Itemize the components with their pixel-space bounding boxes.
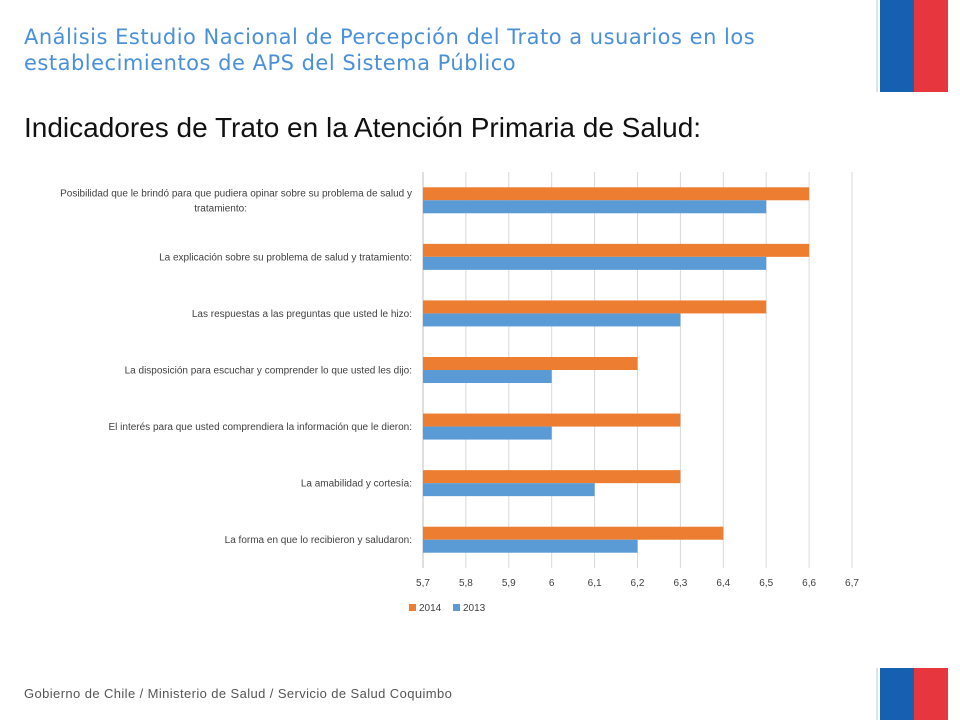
chart-legend: 2014 2013 xyxy=(409,603,486,614)
bar-2014 xyxy=(423,526,724,540)
bar-2013 xyxy=(423,313,681,327)
bar-2014 xyxy=(423,187,810,201)
slide-title: Indicadores de Trato en la Atención Prim… xyxy=(24,112,702,143)
bar-2013 xyxy=(423,426,552,440)
chile-flag-bottom xyxy=(876,668,948,720)
category-label: Posibilidad que le brindó para que pudie… xyxy=(60,188,412,199)
x-tick-label: 6,4 xyxy=(716,578,730,589)
x-tick-label: 6 xyxy=(549,578,555,589)
legend-swatch-2013 xyxy=(453,604,460,611)
bar-2013 xyxy=(423,483,595,497)
category-label: La forma en que lo recibieron y saludaro… xyxy=(225,535,412,546)
x-tick-label: 6,1 xyxy=(588,578,602,589)
x-tick-label: 5,8 xyxy=(459,578,473,589)
bar-2013 xyxy=(423,256,767,270)
category-label: tratamiento: xyxy=(194,203,247,214)
x-tick-label: 6,7 xyxy=(845,578,859,589)
x-tick-label: 6,6 xyxy=(802,578,816,589)
bar-2013 xyxy=(423,370,552,383)
x-tick-label: 5,7 xyxy=(416,578,430,589)
presentation-subtitle: Análisis Estudio Nacional de Percepción … xyxy=(24,25,756,75)
category-label: La disposición para escuchar y comprende… xyxy=(125,366,412,377)
chile-flag-top xyxy=(876,0,948,92)
bar-2014 xyxy=(423,243,810,257)
x-tick-label: 6,2 xyxy=(631,578,645,589)
category-label: La explicación sobre su problema de salu… xyxy=(159,252,412,263)
x-tick-label: 5,9 xyxy=(502,578,516,589)
footer-credits: Gobierno de Chile / Ministerio de Salud … xyxy=(24,686,453,701)
bar-2014 xyxy=(423,357,638,370)
legend-label-2014: 2014 xyxy=(419,603,442,614)
category-label: El interés para que usted comprendiera l… xyxy=(108,422,412,433)
legend-swatch-2014 xyxy=(409,604,416,611)
bar-2014 xyxy=(423,470,681,484)
legend-label-2013: 2013 xyxy=(463,603,486,614)
bar-2013 xyxy=(423,200,767,214)
bar-2014 xyxy=(423,300,767,314)
x-tick-label: 6,5 xyxy=(759,578,773,589)
bar-2014 xyxy=(423,413,681,427)
bar-2013 xyxy=(423,539,638,553)
bars xyxy=(423,187,810,553)
category-labels: Posibilidad que le brindó para que pudie… xyxy=(60,188,412,546)
x-tick-label: 6,3 xyxy=(673,578,687,589)
category-label: La amabilidad y cortesía: xyxy=(301,479,412,490)
x-tick-labels: 5,7 5,8 5,9 6 6,1 6,2 6,3 6,4 6,5 6,6 6,7 xyxy=(416,578,859,589)
category-label: Las respuestas a las preguntas que usted… xyxy=(192,309,412,320)
